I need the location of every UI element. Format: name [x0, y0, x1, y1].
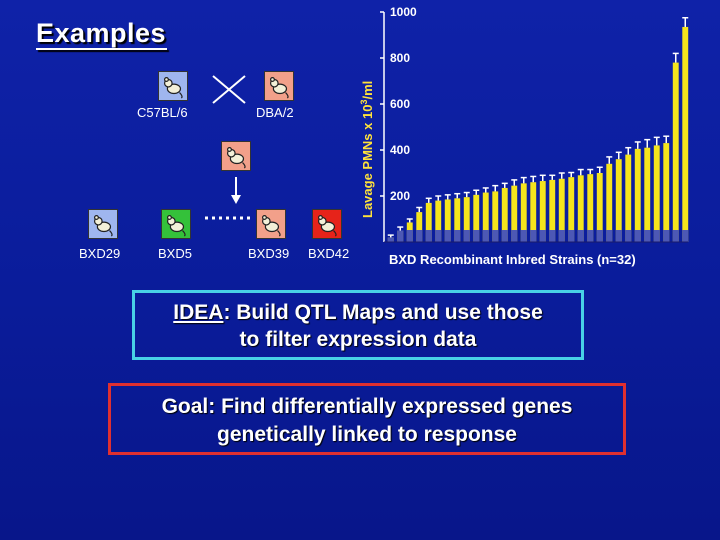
- chart-bar-base: [625, 230, 632, 242]
- goal-line-1: Goal: Find differentially expressed gene…: [161, 395, 573, 418]
- chart-bar: [606, 163, 613, 242]
- strain-label-bxd5: BXD5: [158, 246, 192, 261]
- chart-bar: [568, 177, 575, 242]
- chart-bar-base: [644, 230, 651, 242]
- goal-box: Goal: Find differentially expressed gene…: [108, 383, 626, 455]
- cross-line-b: [212, 75, 246, 104]
- chart-bar: [530, 182, 537, 242]
- chart-bar: [634, 148, 641, 242]
- y-tick-label: 200: [390, 189, 410, 203]
- chart-bar-base: [634, 230, 641, 242]
- mouse-icon-bxd5: [161, 209, 191, 239]
- y-tick-label: 600: [390, 97, 410, 111]
- chart-bar-base: [501, 230, 508, 242]
- chart-bar-base: [682, 230, 689, 242]
- mouse-icon-f1: [221, 141, 251, 171]
- chart-bar-base: [615, 230, 622, 242]
- chart-bar: [520, 183, 527, 242]
- strain-label-bxd42: BXD42: [308, 246, 350, 261]
- strain-label-bxd39: BXD39: [248, 246, 290, 261]
- chart-bar: [492, 191, 499, 242]
- idea-line-1: IDEA: Build QTL Maps and use those: [135, 299, 581, 326]
- chart-bar-base: [549, 230, 556, 242]
- chart-bar: [425, 202, 432, 242]
- chart-bar: [435, 200, 442, 242]
- mouse-icon-c57bl6: [158, 71, 188, 101]
- idea-line-2: to filter expression data: [239, 328, 477, 351]
- chart-bar-base: [482, 230, 489, 242]
- chart-bar: [558, 178, 565, 242]
- chart-x-axis-label: BXD Recombinant Inbred Strains (n=32): [389, 252, 636, 267]
- chart-bar: [416, 212, 423, 242]
- chart-bar: [587, 174, 594, 242]
- chart-bar-base: [653, 230, 660, 242]
- down-arrow-head: [231, 195, 241, 204]
- idea-box: IDEA: Build QTL Maps and use those to fi…: [132, 290, 584, 360]
- mouse-icon-bxd29: [88, 209, 118, 239]
- chart-bar: [482, 192, 489, 242]
- chart-y-axis-label: Lavage PMNs x 103/ml: [359, 81, 375, 218]
- chart-bar-base: [606, 230, 613, 242]
- idea-rest: : Build QTL Maps and use those: [223, 301, 543, 324]
- title-underline: [36, 48, 167, 50]
- slide-title: Examples: [36, 18, 167, 48]
- chart-bar-base: [596, 230, 603, 242]
- chart-bar-base: [492, 230, 499, 242]
- chart-bar-base: [577, 230, 584, 242]
- chart-bar-base: [454, 230, 461, 242]
- chart-bar-base: [587, 230, 594, 242]
- chart-bar-base: [473, 230, 480, 242]
- chart-bar: [577, 175, 584, 242]
- chart-bar: [682, 26, 689, 243]
- idea-word: IDEA: [173, 301, 224, 324]
- chart-bar-base: [435, 230, 442, 242]
- chart-bar: [501, 187, 508, 242]
- mouse-icon-bxd39: [256, 209, 286, 239]
- y-tick-label: 400: [390, 143, 410, 157]
- chart-bar: [653, 145, 660, 242]
- chart-bar: [511, 185, 518, 242]
- chart-bar-base: [511, 230, 518, 242]
- strain-label-bxd29: BXD29: [79, 246, 121, 261]
- chart-bar-base: [672, 230, 679, 242]
- chart-bar-base: [406, 230, 413, 242]
- chart-bar: [454, 198, 461, 242]
- chart-bar: [672, 62, 679, 242]
- mouse-icon-dba2: [264, 71, 294, 101]
- strain-label-dba2: DBA/2: [256, 105, 294, 120]
- chart-bar-base: [539, 230, 546, 242]
- chart-bar: [444, 199, 451, 242]
- chart-bar-base: [416, 230, 423, 242]
- chart-bar: [615, 159, 622, 242]
- chart-bar: [625, 154, 632, 242]
- chart-bar-base: [387, 237, 394, 242]
- goal-line-2: genetically linked to response: [217, 423, 517, 446]
- chart-bar-base: [520, 230, 527, 242]
- chart-bar-base: [425, 230, 432, 242]
- y-tick-label: 800: [390, 51, 410, 65]
- strain-label-c57bl6: C57BL/6: [137, 105, 188, 120]
- chart-bar-base: [558, 230, 565, 242]
- chart-bar: [473, 194, 480, 242]
- chart-bar-base: [397, 230, 404, 242]
- chart-bar: [539, 181, 546, 242]
- chart-bar-base: [663, 230, 670, 242]
- chart-bar-base: [463, 230, 470, 242]
- y-tick-label: 1000: [390, 5, 417, 19]
- chart-bar: [463, 197, 470, 242]
- chart-bar: [596, 173, 603, 242]
- chart-bar: [549, 179, 556, 242]
- chart-bar: [663, 143, 670, 242]
- chart-bar-base: [530, 230, 537, 242]
- mouse-icon-bxd42: [312, 209, 342, 239]
- chart-bar-base: [444, 230, 451, 242]
- chart-bar: [644, 147, 651, 242]
- chart-bar-base: [568, 230, 575, 242]
